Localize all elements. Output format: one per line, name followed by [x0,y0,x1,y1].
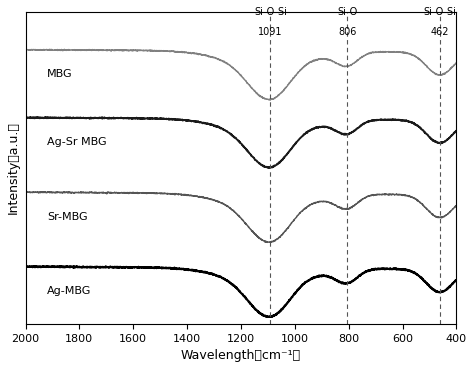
Ag-MBG [221,276,227,281]
Ag-Sr MBG [441,139,447,144]
MBG [441,71,447,75]
Text: Si-O-Si: Si-O-Si [254,7,287,17]
Ag-Sr MBG [232,136,238,140]
Sr-MBG [363,195,368,200]
Sr-MBG [232,210,238,214]
MBG [62,47,67,52]
Ag-Sr MBG [221,127,227,132]
Text: 462: 462 [430,27,449,37]
Text: Sr-MBG: Sr-MBG [47,212,88,222]
Sr-MBG [442,214,447,219]
Sr-MBG [24,189,29,194]
Ag-Sr MBG [23,115,28,120]
Ag-MBG [454,278,459,282]
MBG [454,60,459,65]
Text: 1091: 1091 [258,27,283,37]
Ag-MBG [23,265,28,269]
Sr-MBG [45,190,51,194]
Line: Ag-MBG: Ag-MBG [26,266,456,317]
Text: Si-O: Si-O [337,7,357,17]
Ag-MBG [45,265,50,269]
Ag-Sr MBG [28,115,34,119]
MBG [363,53,368,57]
Line: MBG: MBG [26,49,456,100]
MBG [23,48,28,52]
MBG [232,68,238,72]
Y-axis label: Intensity（a.u.）: Intensity（a.u.） [7,121,20,214]
X-axis label: Wavelength（cm⁻¹）: Wavelength（cm⁻¹） [181,349,301,362]
Text: MBG: MBG [47,69,73,79]
MBG [268,98,273,102]
Ag-Sr MBG [454,128,459,133]
Line: Sr-MBG: Sr-MBG [26,192,456,242]
Line: Ag-Sr MBG: Ag-Sr MBG [26,117,456,168]
Sr-MBG [221,202,227,206]
Ag-MBG [232,284,238,289]
Ag-MBG [71,264,77,268]
Text: 806: 806 [338,27,356,37]
Sr-MBG [23,190,28,194]
Ag-Sr MBG [45,115,51,120]
Ag-Sr MBG [363,121,368,125]
MBG [45,48,50,52]
Text: Ag-Sr MBG: Ag-Sr MBG [47,137,107,147]
Sr-MBG [454,203,459,208]
Ag-Sr MBG [266,166,272,170]
Ag-MBG [442,289,447,293]
Text: Ag-MBG: Ag-MBG [47,286,91,296]
Ag-MBG [268,315,274,319]
Sr-MBG [264,240,270,245]
Sr-MBG [441,214,447,218]
MBG [442,72,447,76]
Ag-Sr MBG [442,139,447,144]
Ag-MBG [441,289,447,293]
MBG [221,59,227,64]
Text: Si-O-Si: Si-O-Si [423,7,456,17]
Ag-MBG [363,269,368,274]
